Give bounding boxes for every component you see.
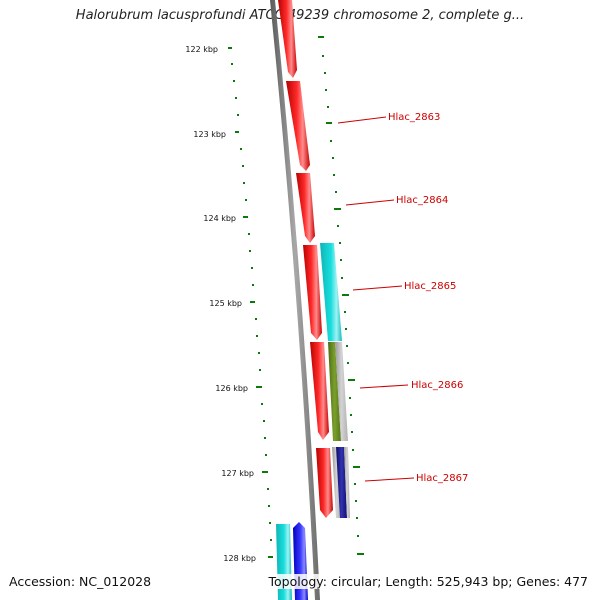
gene-label-hlac-2867[interactable]: Hlac_2867 — [416, 473, 468, 484]
feature-navy-2867 — [336, 447, 347, 518]
gene-arrow-red-2 — [286, 81, 310, 171]
accession-text: Accession: NC_012028 — [9, 574, 152, 589]
tick-label-127: 127 kbp — [221, 469, 254, 478]
forward-strand-genes — [278, 0, 333, 518]
gene-label-hlac-2865[interactable]: Hlac_2865 — [404, 281, 456, 292]
gene-labels: Hlac_2863 Hlac_2864 Hlac_2865 Hlac_2866 … — [388, 112, 468, 484]
map-title: Halorubrum lacusprofundi ATCC 49239 chro… — [75, 8, 525, 23]
label-leaders — [337, 116, 415, 482]
scale-outer-ticks — [318, 36, 364, 555]
scale-labels: 122 kbp 123 kbp 124 kbp 125 kbp 126 kbp … — [185, 45, 256, 563]
feature-olive-2866 — [328, 342, 341, 441]
tick-label-126: 126 kbp — [215, 384, 248, 393]
tick-label-128: 128 kbp — [223, 554, 256, 563]
gene-label-hlac-2866[interactable]: Hlac_2866 — [411, 380, 463, 391]
gene-arrow-red-4 — [303, 245, 322, 340]
feature-gray-2867-b — [344, 447, 350, 518]
tick-label-123: 123 kbp — [193, 130, 226, 139]
tick-label-124: 124 kbp — [203, 214, 236, 223]
feature-gray-2866 — [335, 342, 348, 441]
feature-cyan-2865 — [320, 243, 342, 341]
chromosome-backbone — [270, 0, 320, 600]
scale-inner-ticks — [228, 47, 273, 558]
gene-arrow-red-5 — [310, 342, 329, 440]
gene-label-hlac-2863[interactable]: Hlac_2863 — [388, 112, 440, 123]
tick-label-122: 122 kbp — [185, 45, 218, 54]
gene-arrow-red-1 — [278, 0, 297, 78]
feature-gray-2867 — [332, 447, 341, 518]
summary-text: Topology: circular; Length: 525,943 bp; … — [266, 574, 590, 589]
gene-label-hlac-2864[interactable]: Hlac_2864 — [396, 195, 448, 206]
gene-arrow-red-3 — [296, 173, 315, 243]
tick-label-125: 125 kbp — [209, 299, 242, 308]
gene-arrow-red-6 — [316, 448, 333, 518]
feature-blocks — [320, 243, 350, 518]
